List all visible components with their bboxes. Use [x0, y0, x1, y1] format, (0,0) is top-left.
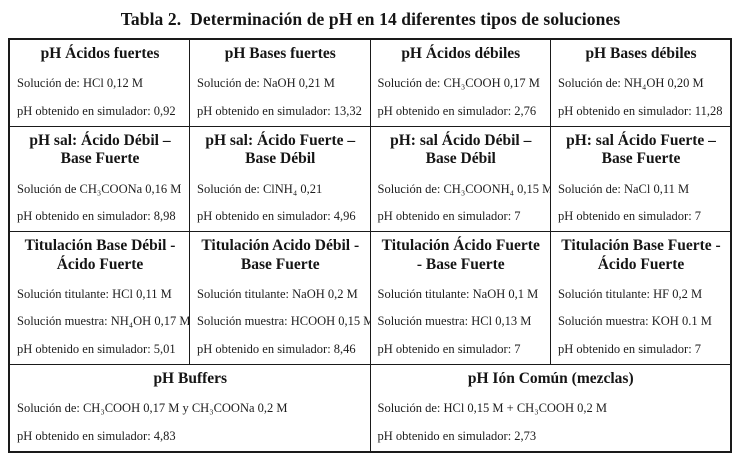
titrant-line: Solución titulante: NaOH 0,1 M — [377, 286, 539, 301]
cell-sal-acido-debil-base-fuerte: pH sal: Ácido Débil – Base Fuerte Soluci… — [8, 126, 190, 233]
titrant-line: Solución titulante: HF 0,2 M — [558, 286, 703, 301]
solution-line: Solución de: CH₃COOH 0,17 M y CH₃COONa 0… — [17, 401, 288, 416]
ph-result-line: pH obtenido en simulador: 11,28 — [558, 103, 723, 118]
solution-line: Solución de: HCl 0,12 M — [17, 76, 144, 91]
cell-titulacion-base-debil-acido-fuerte: Titulación Base Débil - Ácido Fuerte Sol… — [8, 231, 190, 366]
cell-titulacion-acido-fuerte-base-fuerte: Titulación Ácido Fuerte - Base Fuerte So… — [369, 231, 551, 366]
source-note: Fuente: Elaboración propia en base al co… — [8, 464, 741, 466]
sample-line: Solución muestra: HCl 0,13 M — [377, 314, 532, 329]
sample-line: Solución muestra: NH₄OH 0,17 M — [17, 314, 190, 329]
cell-header: pH Bases fuertes — [224, 45, 336, 62]
ph-result-line: pH obtenido en simulador: 2,73 — [377, 428, 537, 443]
ph-result-line: pH obtenido en simulador: 4,83 — [17, 428, 176, 443]
cell-ph-ion-comun: pH Ión Común (mezclas) Solución de: HCl … — [369, 364, 732, 453]
cell-header: pH Bases débiles — [585, 45, 697, 62]
cell-header: pH: sal Ácido Fuerte – Base Fuerte — [566, 132, 716, 168]
solution-line: Solución de: ClNH₄ 0,21 — [197, 181, 323, 196]
cell-sal-acido-fuerte-base-fuerte: pH: sal Ácido Fuerte – Base Fuerte Soluc… — [550, 126, 732, 233]
cell-sal-acido-fuerte-base-debil: pH sal: Ácido Fuerte – Base Débil Soluci… — [189, 126, 371, 233]
ph-result-line: pH obtenido en simulador: 4,96 — [197, 208, 356, 223]
source-text: Elaboración propia en base al contenido … — [52, 464, 425, 466]
cell-ph-bases-fuertes: pH Bases fuertes Solución de: NaOH 0,21 … — [189, 38, 371, 128]
ph-result-line: pH obtenido en simulador: 7 — [558, 208, 702, 223]
solution-line: Solución de: NaCl 0,11 M — [558, 181, 690, 196]
ph-result-line: pH obtenido en simulador: 8,98 — [17, 208, 176, 223]
ph-solutions-table: pH Ácidos fuertes Solución de: HCl 0,12 … — [8, 38, 732, 454]
ph-result-line: pH obtenido en simulador: 7 — [377, 208, 521, 223]
solution-line: Solución de: NaOH 0,21 M — [197, 76, 335, 91]
ph-result-line: pH obtenido en simulador: 13,32 — [197, 103, 362, 118]
ph-result-line: pH obtenido en simulador: 5,01 — [17, 341, 176, 356]
titrant-line: Solución titulante: NaOH 0,2 M — [197, 286, 358, 301]
sample-line: Solución muestra: HCOOH 0,15 M — [197, 314, 370, 329]
cell-header: Titulación Acido Débil - Base Fuerte — [201, 237, 360, 273]
cell-header: Titulación Ácido Fuerte - Base Fuerte — [381, 237, 540, 273]
titrant-line: Solución titulante: HCl 0,11 M — [17, 286, 172, 301]
solution-line: Solución de: HCl 0,15 M + CH₃COOH 0,2 M — [377, 401, 607, 416]
solution-line: Solución de: CH₃COONH₄ 0,15 M — [377, 181, 551, 196]
cell-sal-acido-debil-base-debil: pH: sal Ácido Débil – Base Débil Solució… — [369, 126, 551, 233]
cell-header: pH Ión Común (mezclas) — [467, 370, 634, 388]
sample-line: Solución muestra: KOH 0.1 M — [558, 314, 712, 329]
cell-ph-acidos-fuertes: pH Ácidos fuertes Solución de: HCl 0,12 … — [8, 38, 190, 128]
cell-ph-acidos-debiles: pH Ácidos débiles Solución de: CH₃COOH 0… — [369, 38, 551, 128]
cell-header: pH sal: Ácido Débil – Base Fuerte — [29, 132, 171, 168]
cell-header: Titulación Base Fuerte - Ácido Fuerte — [561, 237, 721, 273]
ph-result-line: pH obtenido en simulador: 8,46 — [197, 341, 356, 356]
ph-result-line: pH obtenido en simulador: 7 — [558, 341, 702, 356]
table-title: Tabla 2. Determinación de pH en 14 difer… — [120, 9, 621, 29]
solution-line: Solución de: NH₄OH 0,20 M — [558, 76, 704, 91]
table-row: pH Ácidos fuertes Solución de: HCl 0,12 … — [8, 38, 732, 128]
table-row: pH sal: Ácido Débil – Base Fuerte Soluci… — [8, 126, 732, 233]
ph-result-line: pH obtenido en simulador: 0,92 — [17, 103, 176, 118]
cell-ph-bases-debiles: pH Bases débiles Solución de: NH₄OH 0,20… — [550, 38, 732, 128]
cell-titulacion-base-fuerte-acido-fuerte: Titulación Base Fuerte - Ácido Fuerte So… — [550, 231, 732, 366]
cell-header: pH: sal Ácido Débil – Base Débil — [390, 132, 532, 168]
solution-line: Solución de: CH₃COOH 0,17 M — [377, 76, 540, 91]
source-label: Fuente: — [8, 464, 52, 466]
cell-header: pH Buffers — [153, 370, 228, 388]
ph-result-line: pH obtenido en simulador: 2,76 — [377, 103, 537, 118]
ph-result-line: pH obtenido en simulador: 7 — [377, 341, 521, 356]
solution-line: Solución de CH₃COONa 0,16 M — [17, 181, 182, 196]
table-row: pH Buffers Solución de: CH₃COOH 0,17 M y… — [8, 364, 732, 453]
cell-header: pH sal: Ácido Fuerte – Base Débil — [205, 132, 356, 168]
cell-header: pH Ácidos débiles — [401, 45, 521, 62]
table-row: Titulación Base Débil - Ácido Fuerte Sol… — [8, 231, 732, 366]
cell-titulacion-acido-debil-base-fuerte: Titulación Acido Débil - Base Fuerte Sol… — [189, 231, 371, 366]
cell-header: pH Ácidos fuertes — [40, 45, 160, 62]
cell-ph-buffers: pH Buffers Solución de: CH₃COOH 0,17 M y… — [8, 364, 371, 453]
cell-header: Titulación Base Débil - Ácido Fuerte — [24, 237, 176, 273]
